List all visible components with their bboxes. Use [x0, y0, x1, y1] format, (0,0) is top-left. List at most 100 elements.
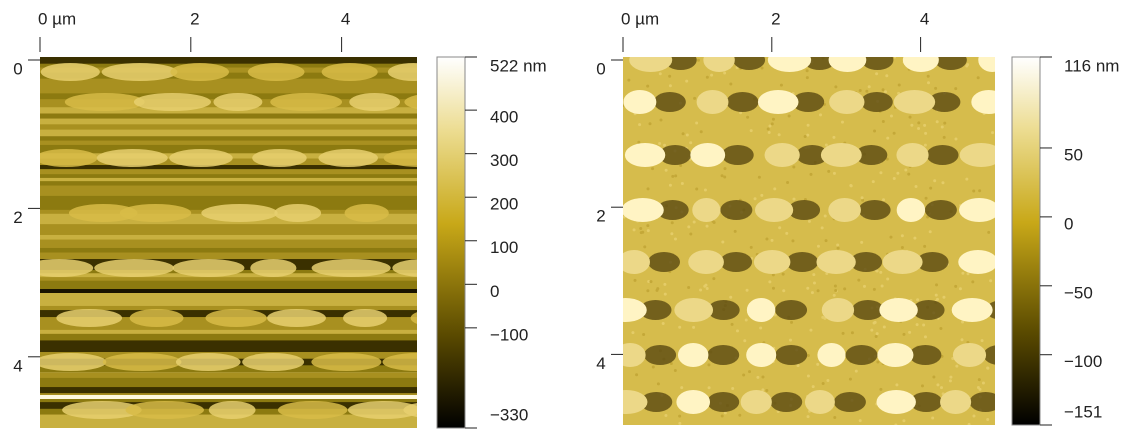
texture-noise — [729, 295, 733, 299]
texture-blob — [125, 401, 204, 419]
texture-stripe — [40, 185, 417, 193]
texture-noise — [756, 375, 760, 379]
texture-noise — [986, 418, 990, 422]
texture-noise — [723, 175, 727, 179]
texture-stripe — [40, 78, 417, 86]
texture-noise — [902, 332, 906, 336]
texture-noise — [885, 157, 889, 161]
texture-noise — [934, 293, 938, 297]
texture-noise — [848, 377, 852, 381]
texture-noise — [908, 330, 912, 334]
texture-noise — [791, 239, 795, 243]
texture-noise — [917, 127, 921, 131]
texture-noise — [678, 325, 682, 329]
texture-noise — [860, 240, 864, 244]
colorbar-label: 0 — [490, 282, 499, 301]
texture-noise — [827, 169, 831, 173]
texture-noise — [876, 360, 880, 364]
texture-dot — [816, 250, 856, 274]
texture-stripe — [40, 63, 417, 71]
texture-stripe — [40, 129, 417, 137]
texture-noise — [917, 121, 921, 125]
texture-dot — [676, 390, 711, 414]
texture-dot — [971, 90, 995, 114]
texture-noise — [896, 171, 900, 175]
texture-bg — [623, 57, 995, 425]
x-tick-label: 0 µm — [621, 9, 659, 28]
texture-noise — [707, 363, 711, 367]
texture-noise — [965, 64, 969, 68]
texture-noise — [923, 123, 927, 127]
texture-noise — [786, 180, 790, 184]
texture-noise — [910, 123, 914, 127]
texture-noise — [821, 381, 825, 385]
texture-noise — [935, 283, 939, 287]
texture-pit — [796, 145, 829, 165]
texture-stripe — [40, 234, 417, 242]
texture-blob — [344, 204, 389, 222]
texture-dot — [623, 298, 647, 322]
texture-noise — [806, 415, 810, 419]
texture-noise — [773, 187, 777, 191]
texture-noise — [873, 320, 877, 324]
texture-noise — [960, 338, 964, 342]
texture-dot — [940, 390, 972, 414]
texture-blob — [172, 259, 245, 277]
texture-noise — [833, 284, 837, 288]
texture-noise — [805, 76, 809, 80]
texture-noise — [870, 328, 874, 332]
texture-blob — [119, 204, 192, 222]
texture-noise — [854, 369, 858, 373]
texture-noise — [940, 125, 944, 129]
texture-dot — [876, 390, 916, 414]
texture-dot — [959, 143, 995, 167]
texture-blob — [208, 401, 256, 419]
texture-blob — [349, 93, 401, 111]
texture-stripe — [40, 372, 417, 380]
texture-noise — [642, 333, 646, 337]
texture-noise — [678, 421, 682, 425]
texture-noise — [932, 375, 936, 379]
x-tick-label: 2 — [771, 9, 780, 28]
texture-noise — [949, 375, 953, 379]
texture-noise — [892, 176, 896, 180]
texture-noise — [981, 381, 985, 385]
texture-noise — [639, 231, 643, 235]
colorbar-label: 100 — [490, 238, 518, 257]
texture-pit — [928, 92, 961, 112]
texture-noise — [895, 383, 899, 387]
colorbar-label: −330 — [490, 405, 528, 424]
texture-blob — [342, 309, 388, 327]
texture-noise — [699, 288, 703, 292]
texture-pit — [770, 392, 803, 412]
texture-pit — [720, 252, 753, 272]
texture-pit — [792, 92, 825, 112]
texture-noise — [771, 273, 775, 277]
texture-noise — [712, 220, 716, 224]
texture-noise — [913, 236, 917, 240]
texture-stripe — [40, 140, 417, 148]
texture-dot — [696, 90, 729, 114]
colorbar-label: −50 — [1064, 283, 1093, 302]
colorbar — [436, 56, 466, 429]
texture-pit — [934, 57, 967, 70]
texture-blob — [387, 63, 417, 81]
texture-dot — [629, 57, 673, 72]
texture-noise — [806, 354, 810, 358]
texture-noise — [961, 320, 965, 324]
texture-dot — [757, 90, 799, 114]
texture-noise — [753, 197, 757, 201]
texture-blob — [94, 259, 175, 277]
texture-noise — [785, 231, 789, 235]
texture-noise — [812, 273, 816, 277]
texture-stripe — [40, 218, 417, 226]
texture-noise — [989, 279, 993, 283]
texture-noise — [685, 79, 689, 83]
texture-noise — [936, 383, 940, 387]
texture-noise — [955, 364, 959, 368]
texture-noise — [792, 165, 796, 169]
texture-noise — [881, 119, 885, 123]
y-tick-label: 2 — [596, 207, 605, 226]
texture-noise — [738, 413, 742, 417]
texture-noise — [867, 85, 871, 89]
